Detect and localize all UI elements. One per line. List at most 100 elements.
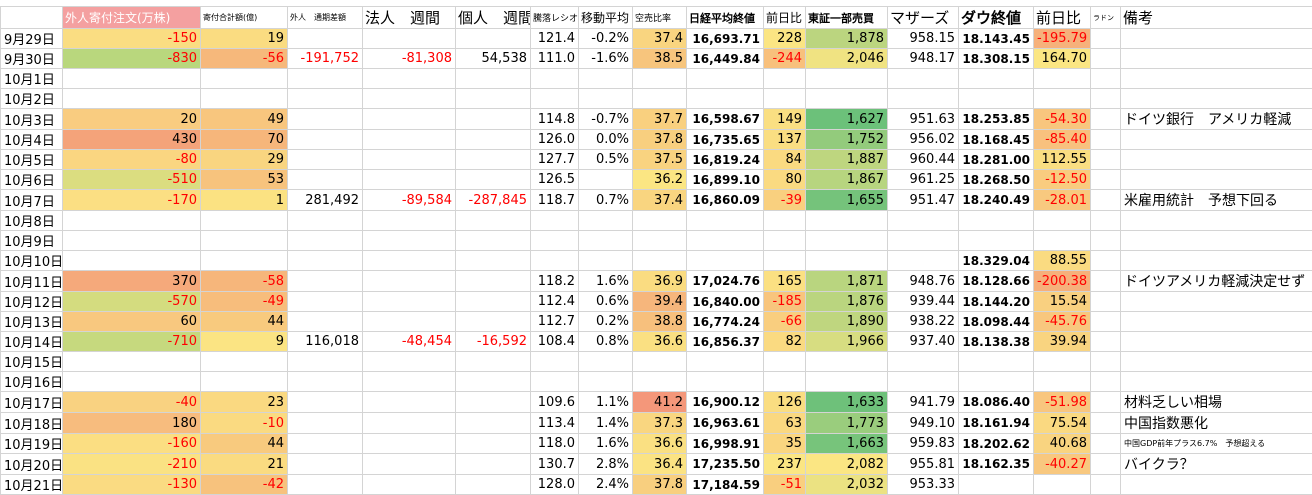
column-header: 日経平均終値 (687, 7, 764, 29)
value-cell: 956.02 (888, 130, 959, 150)
value-cell: -12.50 (1034, 170, 1091, 190)
value-cell: 37.5 (633, 150, 687, 170)
value-cell: 16,856.37 (687, 332, 764, 352)
value-cell: 130.7 (531, 454, 579, 475)
date-cell: 10月1日 (1, 69, 63, 89)
value-cell: -28.01 (1034, 190, 1091, 211)
value-cell: -244 (764, 49, 806, 69)
value-cell (456, 251, 531, 271)
value-cell (1091, 454, 1121, 475)
value-cell (633, 352, 687, 372)
date-cell: 10月17日 (1, 392, 63, 413)
value-cell (456, 89, 531, 109)
value-cell (363, 109, 456, 130)
note-cell (1121, 211, 1312, 231)
date-cell: 10月16日 (1, 372, 63, 392)
value-cell: 126.5 (531, 170, 579, 190)
value-cell (363, 292, 456, 312)
date-cell: 10月4日 (1, 130, 63, 150)
value-cell (63, 211, 201, 231)
value-cell: 18.143.45 (959, 29, 1034, 49)
value-cell (456, 352, 531, 372)
value-cell: 82 (764, 332, 806, 352)
value-cell (687, 231, 764, 251)
value-cell: 121.4 (531, 29, 579, 49)
value-cell (456, 312, 531, 332)
value-cell: -51.98 (1034, 392, 1091, 413)
data-row: 10月2日 (1, 89, 1312, 109)
value-cell: -0.2% (579, 29, 633, 49)
value-cell: -150 (63, 29, 201, 49)
value-cell (579, 69, 633, 89)
value-cell (201, 251, 288, 271)
value-cell: 18.128.66 (959, 271, 1034, 292)
value-cell (288, 271, 363, 292)
value-cell (764, 251, 806, 271)
value-cell (1034, 89, 1091, 109)
value-cell: -49 (201, 292, 288, 312)
value-cell: -191,752 (288, 49, 363, 69)
column-header: 前日比 (1034, 7, 1091, 29)
value-cell (456, 130, 531, 150)
note-cell (1121, 475, 1312, 495)
note-cell (1121, 312, 1312, 332)
note-cell: バイクラ？ (1121, 454, 1312, 475)
value-cell (288, 475, 363, 495)
value-cell (363, 413, 456, 434)
value-cell (1091, 150, 1121, 170)
value-cell (1091, 29, 1121, 49)
value-cell: 1.6% (579, 271, 633, 292)
value-cell: -710 (63, 332, 201, 352)
value-cell: -195.79 (1034, 29, 1091, 49)
value-cell: 37.8 (633, 475, 687, 495)
value-cell (579, 89, 633, 109)
value-cell: 36.6 (633, 332, 687, 352)
value-cell: 937.40 (888, 332, 959, 352)
value-cell (456, 454, 531, 475)
value-cell: 430 (63, 130, 201, 150)
value-cell: -89,584 (363, 190, 456, 211)
value-cell: 1,773 (806, 413, 888, 434)
value-cell (288, 211, 363, 231)
value-cell (888, 69, 959, 89)
value-cell (288, 89, 363, 109)
value-cell (63, 231, 201, 251)
value-cell: 2,046 (806, 49, 888, 69)
value-cell: -80 (63, 150, 201, 170)
value-cell: 37.3 (633, 413, 687, 434)
value-cell: -200.38 (1034, 271, 1091, 292)
note-cell: 中国GDP前年プラス6.7% 予想超える (1121, 434, 1312, 454)
value-cell (806, 89, 888, 109)
date-cell: 10月21日 (1, 475, 63, 495)
value-cell: 112.55 (1034, 150, 1091, 170)
value-cell (456, 434, 531, 454)
value-cell: -39 (764, 190, 806, 211)
date-cell: 10月10日 (1, 251, 63, 271)
value-cell (687, 251, 764, 271)
value-cell (1091, 372, 1121, 392)
value-cell (1034, 372, 1091, 392)
note-cell: ドイツ銀行 アメリカ軽減 (1121, 109, 1312, 130)
note-cell (1121, 332, 1312, 352)
value-cell (1034, 231, 1091, 251)
value-cell: 118.2 (531, 271, 579, 292)
note-cell (1121, 231, 1312, 251)
value-cell (201, 352, 288, 372)
value-cell: 1,655 (806, 190, 888, 211)
value-cell (288, 69, 363, 89)
value-cell: 1,890 (806, 312, 888, 332)
spreadsheet: 外人寄付注文(万株)寄付合計額(億)外人 通期差額法人 週間個人 週間騰落レシオ… (0, 6, 1312, 495)
note-cell (1121, 29, 1312, 49)
value-cell: 949.10 (888, 413, 959, 434)
value-cell: -510 (63, 170, 201, 190)
value-cell: 116,018 (288, 332, 363, 352)
value-cell: 2,032 (806, 475, 888, 495)
value-cell: 1 (201, 190, 288, 211)
